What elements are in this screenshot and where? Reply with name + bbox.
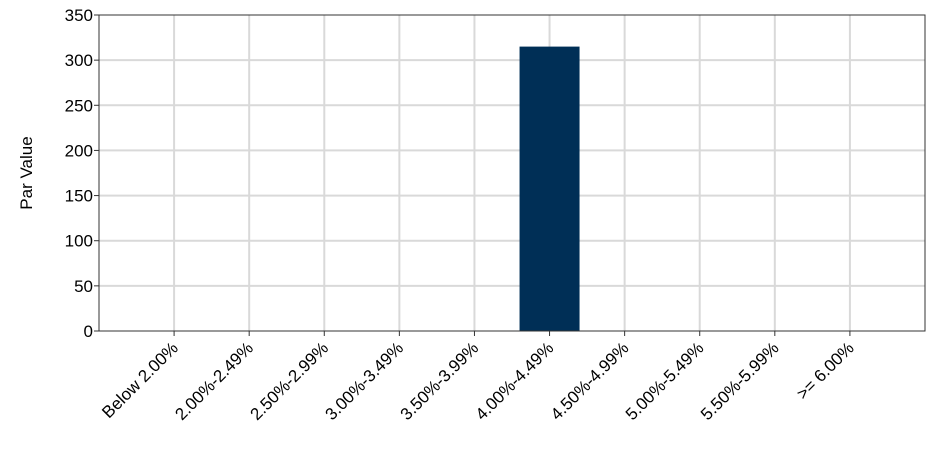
x-tick-label: 5.50%-5.99% bbox=[697, 338, 783, 424]
x-tick-label: Below 2.00% bbox=[98, 338, 182, 422]
y-tick-label: 200 bbox=[65, 141, 93, 160]
y-tick-label: 350 bbox=[65, 6, 93, 25]
x-tick-label: 2.50%-2.99% bbox=[246, 338, 332, 424]
y-axis-ticks: 0 50 100 150 200 250 300 350 bbox=[65, 6, 99, 341]
y-tick-label: 50 bbox=[74, 277, 93, 296]
y-tick-label: 150 bbox=[65, 187, 93, 206]
x-tick-label: 2.00%-2.49% bbox=[171, 338, 257, 424]
plot-frame bbox=[98, 14, 926, 332]
bars bbox=[519, 46, 580, 331]
x-axis-ticks: Below 2.00%2.00%-2.49%2.50%-2.99%3.00%-3… bbox=[98, 331, 858, 424]
x-tick-label: 4.50%-4.99% bbox=[547, 338, 633, 424]
x-tick-label: 4.00%-4.49% bbox=[472, 338, 558, 424]
y-tick-label: 250 bbox=[65, 96, 93, 115]
bar bbox=[519, 46, 580, 331]
x-tick-label: 3.00%-3.49% bbox=[322, 338, 408, 424]
grid bbox=[99, 15, 925, 331]
x-tick-label: 3.50%-3.99% bbox=[397, 338, 483, 424]
y-tick-label: 300 bbox=[65, 51, 93, 70]
y-tick-label: 0 bbox=[84, 322, 93, 341]
x-tick-label: >= 6.00% bbox=[793, 338, 858, 403]
y-axis-title: Par Value bbox=[17, 136, 36, 209]
y-tick-label: 100 bbox=[65, 232, 93, 251]
x-tick-label: 5.00%-5.49% bbox=[622, 338, 708, 424]
